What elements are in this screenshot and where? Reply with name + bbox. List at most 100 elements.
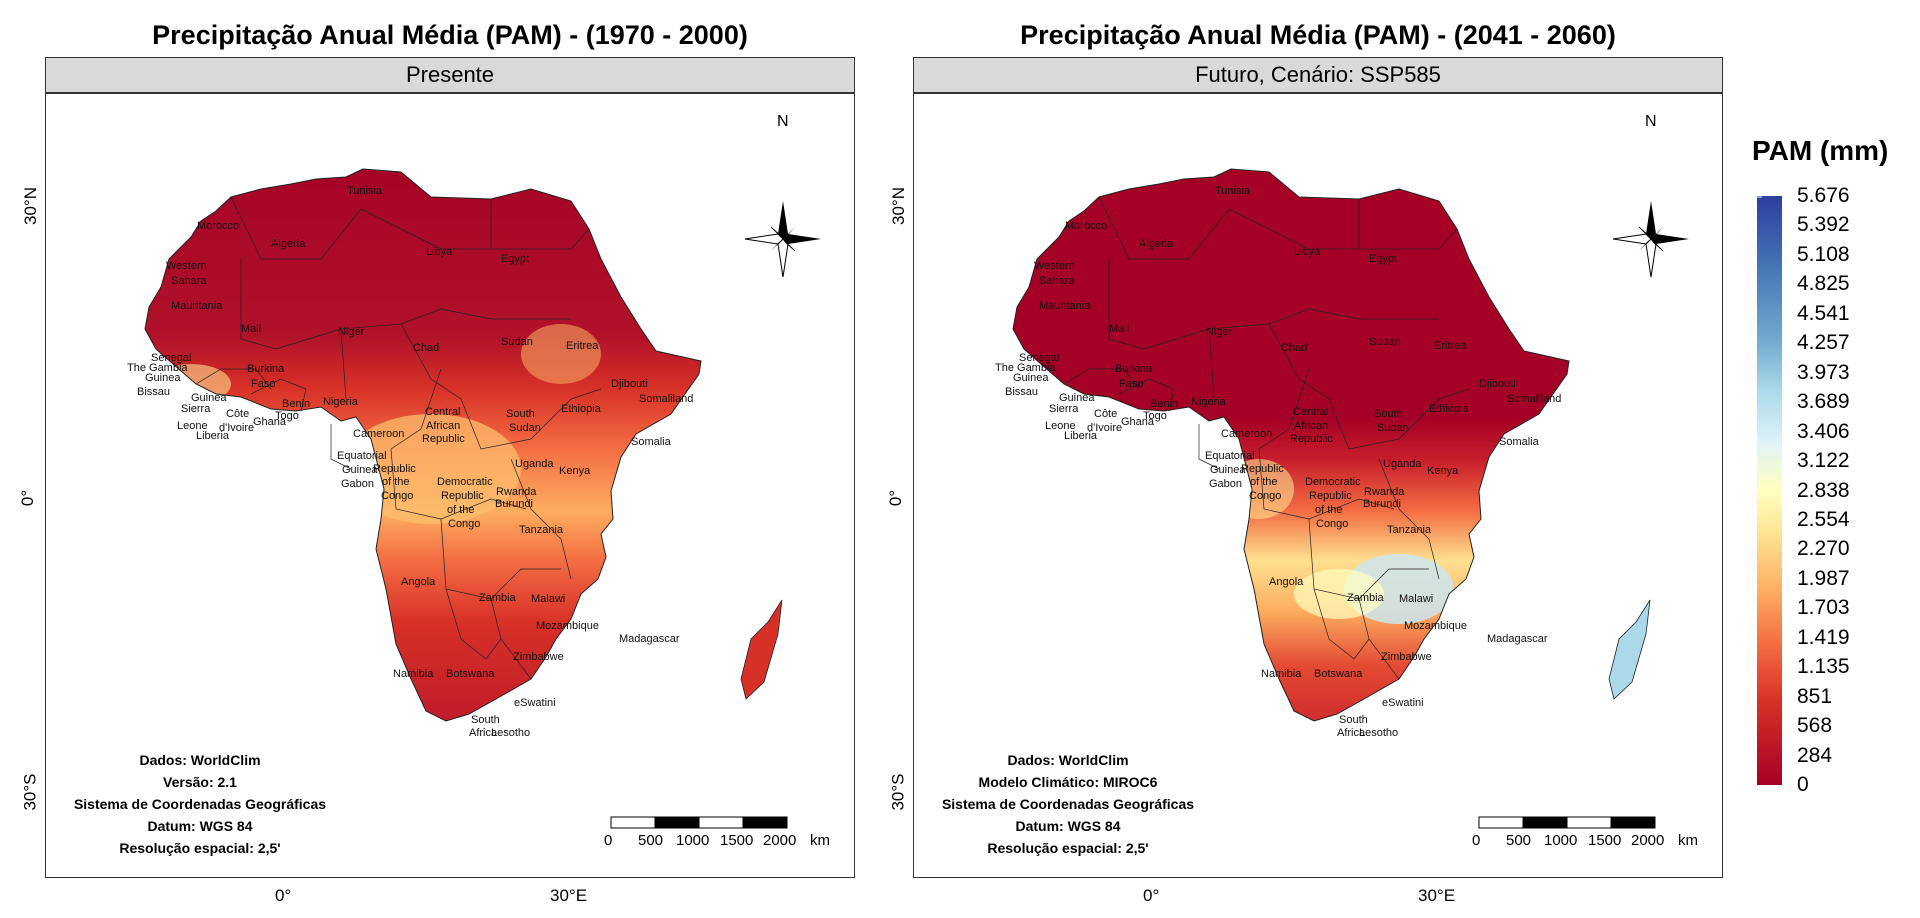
country-label: Ethiopia <box>1429 403 1470 415</box>
legend-title: PAM (mm) <box>1752 135 1889 166</box>
country-label: Malawi <box>531 593 565 605</box>
country-label: Lesotho <box>491 727 530 739</box>
map-svg: Tunisia Morocco Algeria Libya Egypt West… <box>995 113 1689 829</box>
country-label: Western <box>1034 260 1075 272</box>
country-label: Mauritania <box>171 300 223 312</box>
country-labels: Tunisia Morocco Algeria Libya Egypt West… <box>127 185 693 739</box>
country-label: Uganda <box>515 458 554 470</box>
country-label: Benin <box>282 398 310 410</box>
precip-raster <box>1013 169 1569 721</box>
scale-label: 500 <box>638 832 664 849</box>
country-label: Mali <box>241 323 261 335</box>
country-label: Sudan <box>509 422 541 434</box>
credit-line: Dados: WorldClim <box>1007 752 1129 768</box>
country-borders <box>195 196 602 680</box>
country-label: Africa <box>469 727 498 739</box>
country-label: Guinea <box>1013 372 1049 384</box>
country-label: South <box>506 408 535 420</box>
country-borders <box>1063 196 1470 680</box>
country-label: Liberia <box>196 430 230 442</box>
country-label: Democratic <box>1305 476 1361 488</box>
panel-future: Precipitação Anual Média (PAM) - (2041 -… <box>868 0 1728 918</box>
country-label: Sahara <box>1039 275 1075 287</box>
country-label: Benin <box>1150 398 1178 410</box>
legend-tick-label: 5.392 <box>1797 213 1850 237</box>
country-label: Lesotho <box>1359 727 1398 739</box>
country-label: Guinea <box>1059 392 1095 404</box>
legend-tick-label: 2.554 <box>1797 507 1850 531</box>
scale-label: 1500 <box>1588 832 1622 849</box>
scale-label: 0 <box>1472 832 1481 849</box>
country-label: Tanzania <box>519 524 564 536</box>
x-tick-label: 0° <box>1143 886 1160 905</box>
country-label: Central <box>425 406 460 418</box>
country-label: d'Ivoire <box>1087 422 1122 434</box>
country-label: African <box>1294 420 1328 432</box>
country-label: Leone <box>1045 420 1076 432</box>
country-label: Nigeria <box>323 396 359 408</box>
country-label: Djibouti <box>1479 378 1516 390</box>
x-tick-label: 30°E <box>1418 886 1456 905</box>
map-svg: Tunisia Morocco Algeria Libya Egypt West… <box>127 113 821 829</box>
country-label: Chad <box>413 342 439 354</box>
country-label: of the <box>382 476 410 488</box>
country-label: Sahara <box>171 275 207 287</box>
country-label: Morocco <box>197 220 239 232</box>
y-tick-label: 30°N <box>888 187 908 225</box>
scale-bar <box>610 816 788 829</box>
y-tick-label: 0° <box>886 489 906 507</box>
country-label: Algeria <box>271 238 306 250</box>
country-label: Libya <box>426 246 453 258</box>
country-label: Madagascar <box>619 633 680 645</box>
country-label: Republic <box>1241 463 1284 475</box>
country-label: Republic <box>1290 433 1333 445</box>
country-label: South <box>471 714 500 726</box>
country-label: Africa <box>1337 727 1366 739</box>
legend-tick-label: 568 <box>1797 714 1833 738</box>
country-label: Ghana <box>1121 416 1155 428</box>
credit-line: Sistema de Coordenadas Geográficas <box>941 796 1195 812</box>
country-label: Somalia <box>1499 436 1540 448</box>
country-label: Zimbabwe <box>513 651 564 663</box>
x-tick-label: 30°E <box>550 886 588 905</box>
country-label: Sudan <box>501 336 533 348</box>
legend-tick-label: 3.122 <box>1797 449 1850 473</box>
y-tick-label: 30°S <box>888 773 908 811</box>
country-label: of the <box>447 504 475 516</box>
legend-tick-label: 4.257 <box>1797 331 1850 355</box>
country-label: Western <box>166 260 207 272</box>
country-label: Bissau <box>137 386 170 398</box>
legend-tick-label: 2.270 <box>1797 537 1850 561</box>
scale-label: 2000 <box>763 832 797 849</box>
country-label: Tunisia <box>1215 185 1251 197</box>
map-plot: Tunisia Morocco Algeria Libya Egypt West… <box>45 93 855 878</box>
panel-title: Precipitação Anual Média (PAM) - (1970 -… <box>152 20 748 50</box>
country-label: Rwanda <box>1364 486 1405 498</box>
panel-present: Precipitação Anual Média (PAM) - (1970 -… <box>0 0 860 918</box>
credit-line: Resolução espacial: 2,5' <box>119 840 281 856</box>
panel-strip: Presente <box>45 57 855 93</box>
country-label: Guinea <box>191 392 227 404</box>
wet-zone-angola <box>1294 569 1384 619</box>
country-label: Democratic <box>437 476 493 488</box>
country-label: d'Ivoire <box>219 422 254 434</box>
scale-label: 1000 <box>1544 832 1578 849</box>
country-label: Rwanda <box>496 486 537 498</box>
country-label: of the <box>1250 476 1278 488</box>
credit-line: Resolução espacial: 2,5' <box>987 840 1149 856</box>
legend-tick-label: 1.419 <box>1797 625 1850 649</box>
country-label: Libya <box>1294 246 1321 258</box>
country-label: Mozambique <box>1404 620 1467 632</box>
country-label: Egypt <box>1369 253 1397 265</box>
country-label: Sierra <box>181 403 211 415</box>
country-label: Malawi <box>1399 593 1433 605</box>
country-label: Equatorial <box>337 450 387 462</box>
country-label: Niger <box>338 326 365 338</box>
scale-label: 1500 <box>720 832 754 849</box>
legend-tick-label: 3.973 <box>1797 360 1850 384</box>
country-label: Togo <box>275 410 299 422</box>
country-label: Botswana <box>446 668 495 680</box>
country-label: Zambia <box>1347 592 1385 604</box>
country-label: Kenya <box>559 465 591 477</box>
country-label: Guinea <box>342 464 378 476</box>
